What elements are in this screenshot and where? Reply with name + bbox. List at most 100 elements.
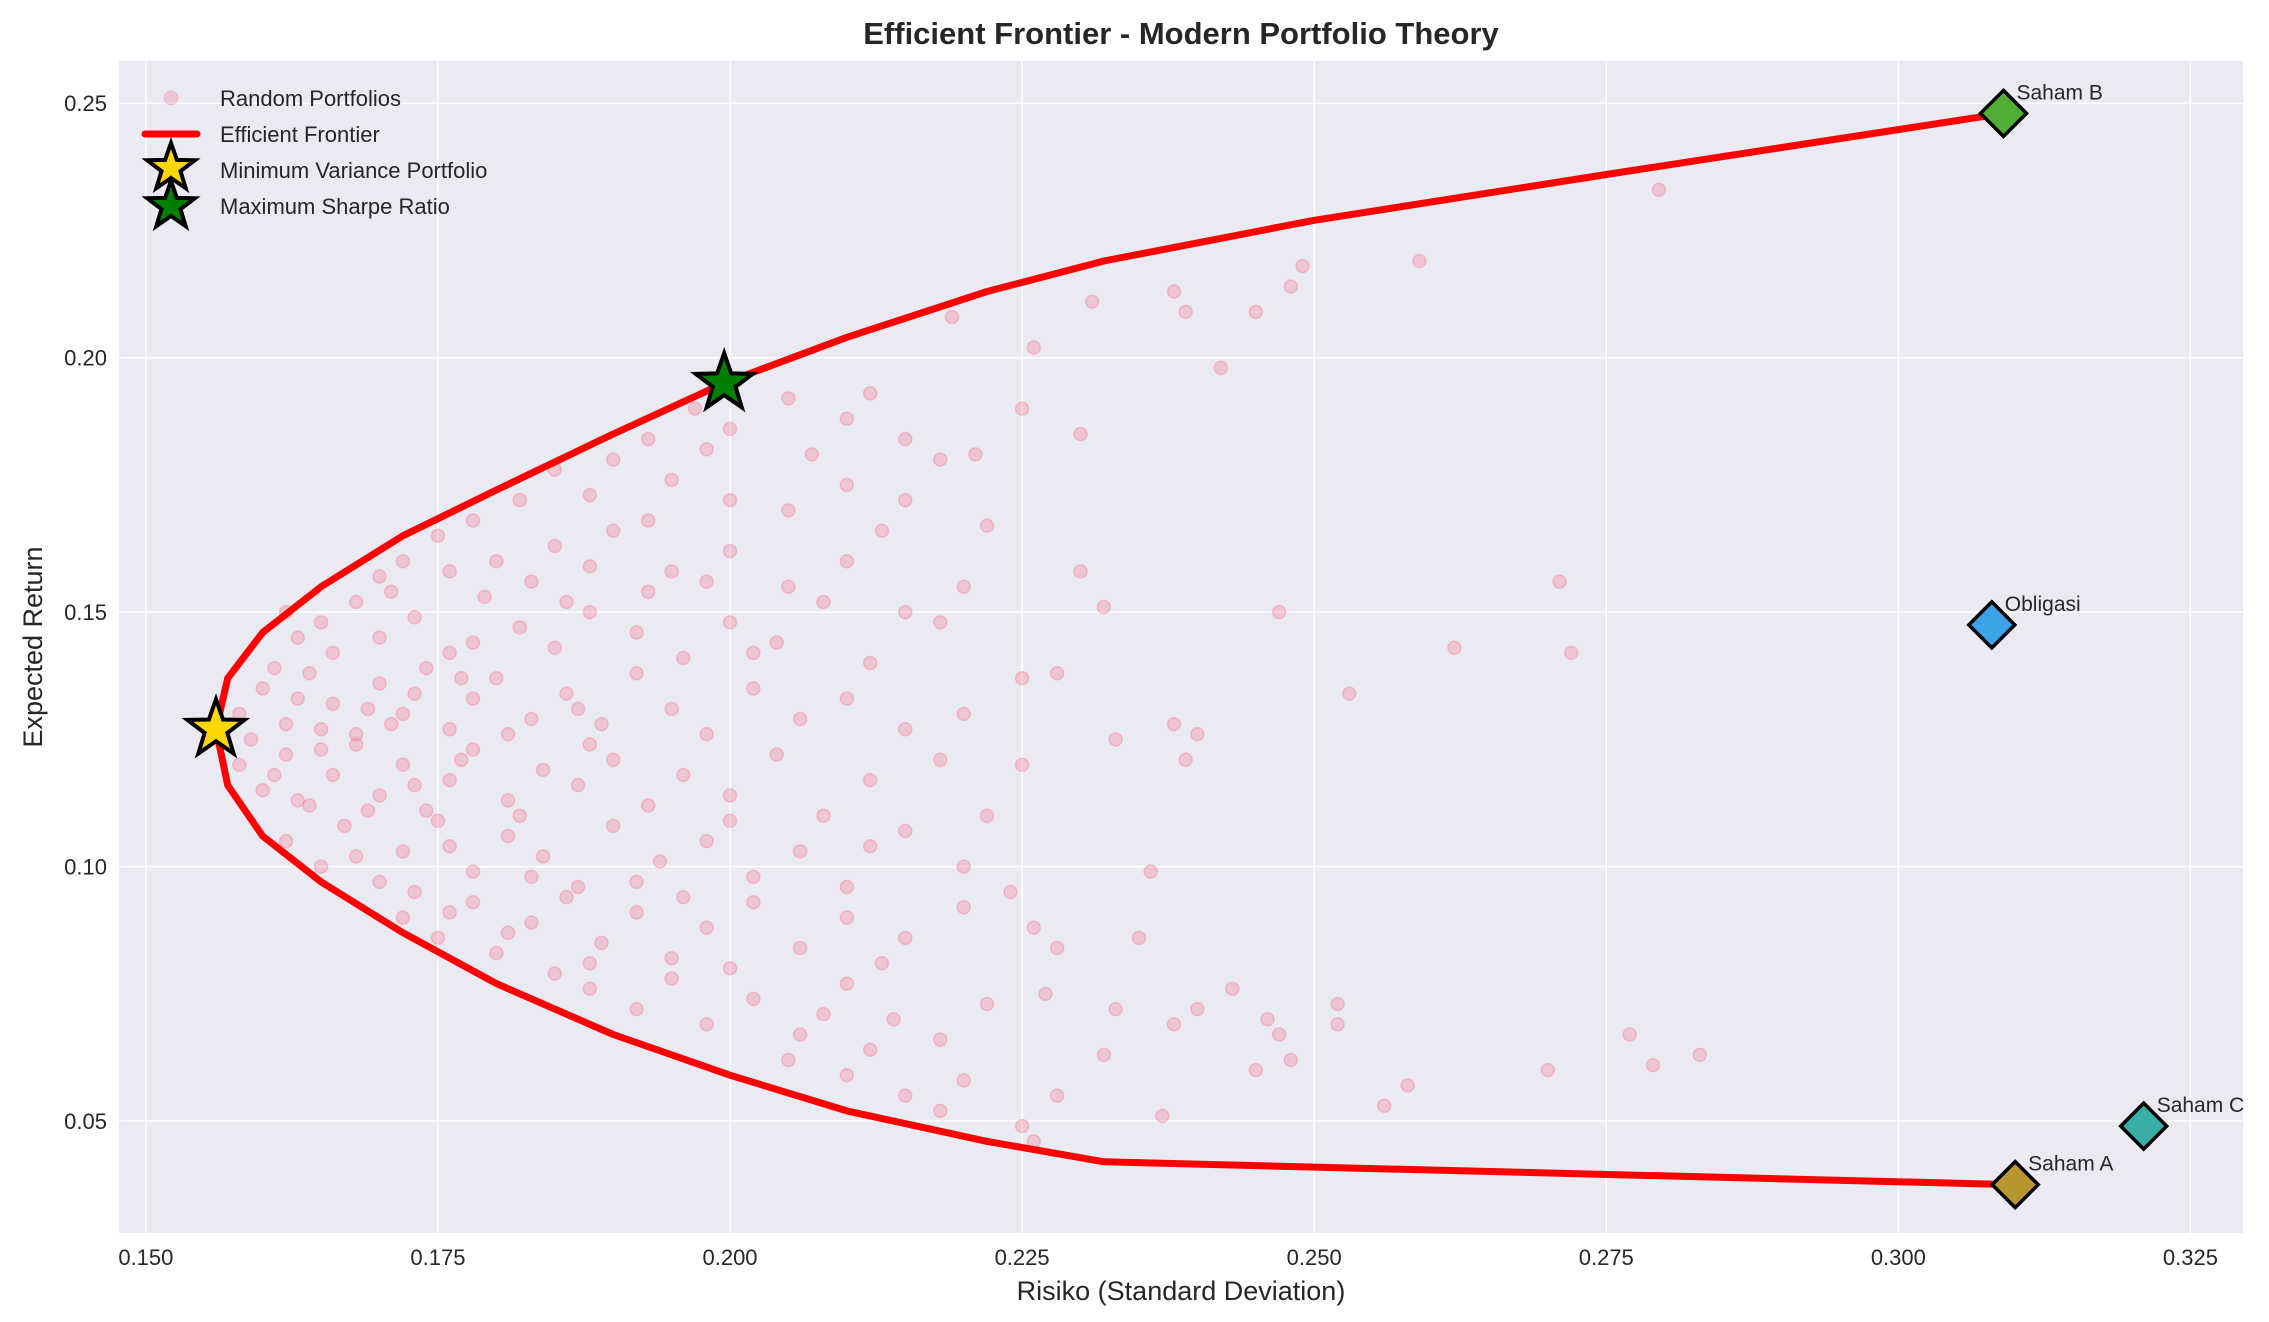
random-portfolio-point [1073,426,1088,442]
random-portfolio-point [816,808,831,823]
random-portfolio-point [629,905,644,920]
random-portfolio-point [372,569,387,584]
random-portfolio-point [699,442,714,457]
random-portfolio-point [862,655,878,671]
random-portfolio-point [1166,284,1182,299]
random-portfolio-point [664,564,679,579]
random-portfolio-point [524,869,539,885]
random-portfolio-point [407,884,422,900]
random-portfolio-point [664,971,679,986]
random-portfolio-point [722,492,738,508]
random-portfolio-point [442,721,457,737]
random-portfolio-point [372,676,387,691]
random-portfolio-point [1190,1001,1205,1017]
random-portfolio-point [605,752,621,767]
random-portfolio-point [956,579,971,594]
chart-title: Efficient Frontier - Modern Portfolio Th… [863,16,1499,51]
x-tick-label: 0.150 [118,1245,173,1270]
random-portfolio-point [1143,864,1158,879]
random-portfolio-point [933,615,948,630]
random-portfolio-point [862,386,878,401]
random-portfolio-point [255,681,270,696]
random-portfolio-point [769,635,785,650]
random-portfolio-point [465,513,481,528]
random-portfolio-point [839,477,855,493]
random-portfolio-point [746,869,761,885]
random-portfolio-point [1412,253,1427,269]
random-portfolio-point [792,940,808,956]
random-portfolio-point [535,849,551,864]
random-portfolio-point [512,492,527,508]
random-portfolio-point [781,1052,796,1068]
asset-marker [2118,1100,2170,1152]
random-portfolio-point [804,447,820,462]
random-portfolio-point [407,777,422,793]
random-portfolio-point [559,889,574,905]
random-portfolio-point [874,523,890,538]
random-portfolio-point [1260,1012,1275,1027]
random-portfolio-point [1190,727,1205,742]
random-portfolio-point [419,803,434,818]
random-portfolio-point [1447,640,1462,656]
random-portfolio-point [640,584,656,600]
x-axis-label: Risiko (Standard Deviation) [1017,1276,1346,1306]
random-portfolio-point [360,803,376,818]
random-portfolio-point [862,772,878,788]
random-portfolio-point [348,727,364,742]
random-portfolio-point [1283,279,1299,294]
efficient-frontier-line [212,109,2019,1189]
x-tick-label: 0.250 [1287,1245,1342,1270]
random-portfolio-point [372,788,387,803]
y-tick-label: 0.20 [64,346,107,371]
random-portfolio-point [956,859,971,874]
random-portfolio-point [1155,1108,1170,1124]
random-portfolio-point [442,772,457,788]
random-portfolio-point [979,518,995,533]
random-portfolio-point [792,844,808,859]
random-portfolio-point [395,757,411,773]
random-portfolio-point [348,849,364,864]
random-portfolio-point [839,976,855,991]
random-portfolio-point [1084,294,1100,309]
random-portfolio-point [898,492,913,508]
random-portfolio-point [489,945,504,961]
random-portfolio-point [442,905,457,920]
random-portfolio-point [465,635,481,650]
random-portfolio-point [348,594,364,610]
random-portfolio-point [489,554,504,569]
random-portfolio-point [267,767,282,783]
random-portfolio-point [582,981,598,996]
random-portfolio-point [1283,1052,1299,1068]
random-portfolio-point [325,696,341,711]
random-portfolio-point [652,854,668,869]
random-portfolio-point [933,752,948,767]
random-portfolio-point [360,701,376,717]
random-portfolio-point [1003,884,1018,900]
random-portfolio-point [372,630,387,645]
random-portfolio-point [664,950,679,966]
random-portfolio-point [465,864,481,879]
random-portfolio-point [687,401,703,416]
legend-label-efficient-frontier: Efficient Frontier [220,122,380,147]
x-tick-label: 0.225 [995,1245,1050,1270]
random-portfolio-point [430,528,446,544]
random-portfolio-point [640,513,656,528]
y-tick-label: 0.05 [64,1109,107,1134]
random-portfolio-point [722,788,738,803]
random-portfolio-point [1213,360,1228,376]
random-portfolio-point [1073,564,1088,579]
random-portfolio-point [839,1067,855,1083]
random-portfolio-point [722,961,738,976]
max-sharpe-star [689,347,759,413]
random-portfolio-point [454,752,469,767]
random-portfolio-point [570,879,586,895]
random-portfolio-point [605,452,621,467]
random-portfolio-point [1563,645,1579,661]
random-portfolio-point [944,309,960,325]
random-portfolio-point [1096,599,1112,615]
random-portfolio-point [746,681,761,696]
random-portfolio-point [769,747,785,762]
random-portfolio-point [442,645,457,661]
random-portfolio-point [781,391,796,406]
random-portfolio-point [302,798,317,813]
